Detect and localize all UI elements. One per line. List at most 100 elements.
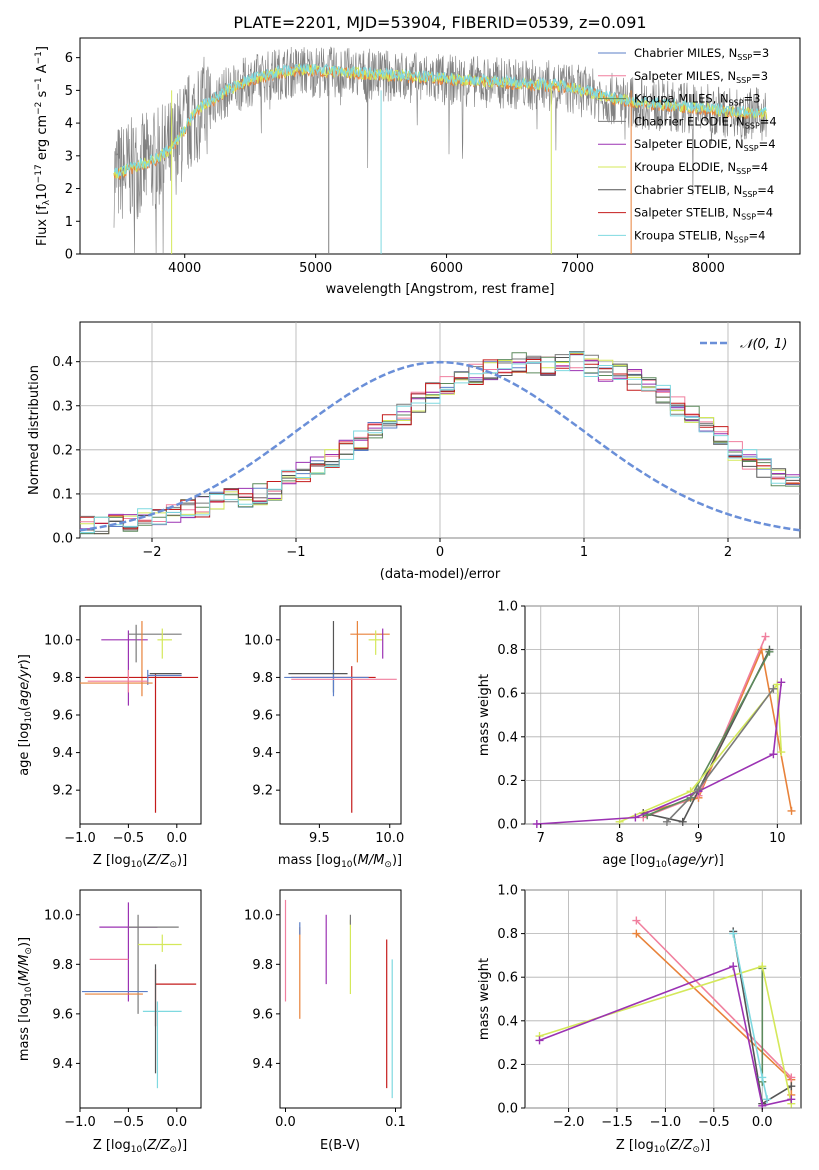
- spectrum-ytick-label: 1: [65, 215, 73, 230]
- massweight-vs-z-ytick-label: 0.2: [497, 1058, 518, 1073]
- age-vs-mass-xtick-label: 9.5: [309, 831, 330, 846]
- spectrum-ylabel: Flux [fλ10−17 erg cm−2 s−1 A−1]: [34, 46, 52, 246]
- mass-vs-z-xtick-label: −0.5: [113, 1115, 145, 1130]
- massweight-vs-z-panel: −2.0 −1.5 −1.0 −0.5 0.0 0.0 0.2 0.4 0.6 0.8 1.0 Z …: [477, 884, 802, 1155]
- massweight-vs-age-marker: [678, 817, 687, 826]
- normal-curve: [79, 360, 801, 532]
- mass-vs-z-ytick-label: 10.0: [44, 908, 73, 923]
- massweight-vs-z-xtick-label: −0.5: [698, 1115, 730, 1130]
- age-vs-z-ytick-label: 9.6: [52, 709, 73, 724]
- spectrum-ytick-label: 2: [65, 182, 73, 197]
- residuals-xtick-label: −2: [142, 545, 161, 560]
- residuals-xtick-label: 0: [436, 545, 444, 560]
- spectrum-legend-label: Kroupa STELIB, NSSP=4: [634, 228, 765, 244]
- massweight-vs-z-ytick-label: 0.4: [497, 1014, 518, 1029]
- age-vs-mass-ytick-label: 9.2: [252, 784, 273, 799]
- massweight-vs-z-xtick-label: −1.0: [650, 1115, 682, 1130]
- massweight-vs-z-marker: [632, 929, 641, 938]
- massweight-vs-age-xlabel: age [log10(age/yr)]: [602, 853, 724, 870]
- mass-vs-z-ylabel: mass [log10(M/M⊙)]: [17, 937, 34, 1061]
- massweight-vs-age-marker: [769, 684, 778, 693]
- spectrum-axes: [79, 37, 801, 255]
- massweight-vs-z-line: [635, 919, 792, 1079]
- age-vs-z-xlabel: Z [log10(Z/Z⊙)]: [93, 853, 187, 870]
- massweight-vs-z-xlabel: Z [log10(Z/Z⊙)]: [616, 1138, 710, 1155]
- residual-histogram-step: [80, 353, 800, 530]
- massweight-vs-age-marker: [761, 632, 770, 641]
- mass-vs-ebv-ytick-label: 9.4: [252, 1057, 273, 1072]
- massweight-vs-z-marker: [763, 1095, 772, 1104]
- mass-vs-z-xtick-label: 0.0: [166, 1115, 187, 1130]
- age-vs-z-ytick-label: 10.0: [44, 633, 73, 648]
- massweight-vs-age-ytick-label: 0.2: [497, 774, 518, 789]
- spectrum-xtick-label: 6000: [430, 261, 463, 276]
- massweight-vs-age-marker: [662, 817, 671, 826]
- spectrum-ytick-label: 0: [65, 248, 73, 263]
- massweight-vs-age-line: [536, 682, 783, 825]
- massweight-vs-age-marker: [777, 748, 786, 757]
- age-vs-mass-xtick-label: 10.0: [375, 831, 404, 846]
- age-vs-mass-ytick-label: 10.0: [244, 633, 273, 648]
- massweight-vs-age-ytick-label: 1.0: [497, 600, 518, 615]
- massweight-vs-z-marker: [729, 929, 738, 938]
- massweight-vs-z-line: [539, 965, 792, 1107]
- massweight-vs-age-marker: [631, 813, 640, 822]
- age-vs-mass-xlabel: mass [log10(M/M⊙)]: [278, 853, 402, 870]
- massweight-vs-z-marker: [787, 1082, 796, 1091]
- massweight-vs-z-marker: [758, 962, 767, 971]
- massweight-vs-z-xtick-label: −1.5: [601, 1115, 633, 1130]
- residual-histogram-step: [80, 351, 800, 533]
- massweight-vs-z-marker: [787, 1095, 796, 1104]
- spectrum-legend-label: Chabrier STELIB, NSSP=4: [634, 183, 774, 199]
- residuals-ytick-label: 0.0: [52, 532, 73, 547]
- spectrum-model-line: [113, 63, 768, 178]
- mass-vs-ebv-ytick-label: 10.0: [244, 908, 273, 923]
- spectrum-legend-label: Chabrier MILES, NSSP=3: [634, 46, 769, 62]
- age-vs-z-axes: [79, 605, 202, 825]
- massweight-vs-age-marker: [694, 785, 703, 794]
- massweight-vs-age-line: [619, 682, 783, 823]
- massweight-vs-age-xtick-label: 8: [615, 831, 623, 846]
- massweight-vs-z-xtick-label: 0.0: [752, 1115, 773, 1130]
- massweight-vs-z-ytick-label: 0.6: [497, 971, 518, 986]
- age-vs-mass-ytick-label: 9.6: [252, 709, 273, 724]
- massweight-vs-z-ylabel: mass weight: [477, 958, 492, 1040]
- age-vs-z-xtick-label: −1.0: [64, 831, 96, 846]
- spectrum-legend-label: Chabrier ELODIE, NSSP=4: [634, 114, 777, 130]
- spectrum-xtick-label: 8000: [692, 261, 725, 276]
- mass-vs-ebv-ytick-label: 9.6: [252, 1007, 273, 1022]
- mass-vs-z-xtick-label: −1.0: [64, 1115, 96, 1130]
- mass-vs-z-xlabel: Z [log10(Z/Z⊙)]: [93, 1138, 187, 1155]
- age-vs-z-xtick-label: 0.0: [166, 831, 187, 846]
- mass-vs-ebv-xtick-label: 0.0: [275, 1115, 296, 1130]
- spectrum-legend-label: Kroupa ELODIE, NSSP=4: [634, 160, 768, 176]
- massweight-vs-z-ytick-label: 0.8: [497, 927, 518, 942]
- massweight-vs-age-xtick-label: 9: [694, 831, 702, 846]
- massweight-vs-z-axes: [524, 889, 802, 1109]
- spectrum-legend-label: Kroupa MILES, NSSP=3: [634, 92, 760, 108]
- massweight-vs-z-marker: [758, 1073, 767, 1082]
- mass-vs-z-ytick-label: 9.6: [52, 1007, 73, 1022]
- figure-title: PLATE=2201, MJD=53904, FIBERID=0539, z=0…: [233, 13, 646, 32]
- massweight-vs-age-panel: 7 8 9 10 0.0 0.2 0.4 0.6 0.8 1.0 age [log10(age/y…: [477, 600, 802, 870]
- age-vs-z-panel: −1.0 −0.5 0.0 9.2 9.4 9.6 9.8 10.0 Z [log10(Z/Z…: [17, 605, 202, 870]
- massweight-vs-age-ytick-label: 0.4: [497, 730, 518, 745]
- age-vs-z-ytick-label: 9.2: [52, 784, 73, 799]
- spectrum-ytick-label: 4: [65, 117, 73, 132]
- massweight-vs-z-marker: [632, 916, 641, 925]
- mass-vs-z-axes: [79, 889, 202, 1109]
- massweight-vs-age-marker: [777, 678, 786, 687]
- age-vs-z-xtick-label: −0.5: [113, 831, 145, 846]
- spectrum-xtick-label: 4000: [168, 261, 201, 276]
- residuals-xtick-label: 1: [580, 545, 588, 560]
- massweight-vs-age-line: [643, 636, 767, 819]
- massweight-vs-age-line: [646, 651, 771, 817]
- spectrum-panel: 4000 5000 6000 7000 8000 0 1 2 3 4 5 6 Chabrier MIL…: [34, 37, 801, 297]
- mass-vs-ebv-xtick-label: 0.1: [385, 1115, 406, 1130]
- age-vs-z-ytick-label: 9.8: [52, 671, 73, 686]
- massweight-vs-z-ytick-label: 1.0: [497, 884, 518, 899]
- massweight-vs-age-line: [643, 646, 793, 814]
- age-vs-mass-ytick-label: 9.8: [252, 671, 273, 686]
- residuals-ytick-label: 0.4: [52, 355, 73, 370]
